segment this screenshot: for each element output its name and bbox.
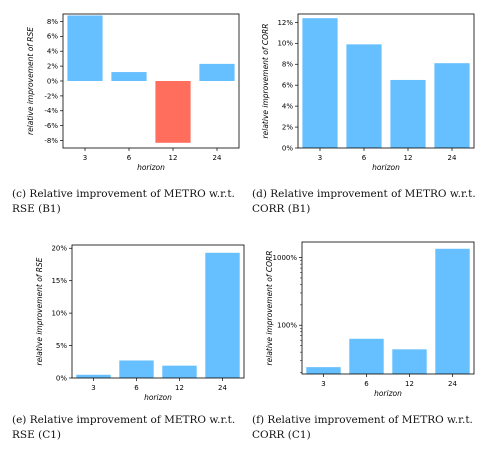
ytick-label-c: 0%	[47, 77, 58, 85]
ytick-label-c: -4%	[44, 107, 58, 115]
caption-e-line2: RSE (C1)	[12, 429, 62, 441]
ytick-label-d: 10%	[277, 40, 293, 48]
plot-frame-d	[297, 13, 475, 149]
caption-c: (c) Relative improvement of METRO w.r.t.…	[12, 187, 235, 217]
xtick-label-c-3: 3	[83, 154, 87, 162]
chart-d: 0% 2% 4% 6% 8% 10% 12% 3 6 12 24 horizon relative im…	[261, 13, 475, 172]
caption-c-line2: RSE (B1)	[12, 203, 61, 215]
bar-f-12	[392, 349, 427, 374]
caption-c-line1: (c) Relative improvement of METRO w.r.t.	[12, 188, 235, 200]
bar-d-3	[302, 18, 338, 148]
ytick-label-f: 100%	[277, 322, 297, 330]
chart-f: 100% 1000% 3 6 12 24 horizon relative improveme…	[265, 241, 475, 398]
caption-e: (e) Relative improvement of METRO w.r.t.…	[12, 413, 235, 443]
ytick-label-d: 4%	[282, 103, 293, 111]
bar-e-12	[162, 365, 197, 378]
caption-f-line2: CORR (C1)	[252, 429, 311, 441]
ytick-label-e: 5%	[56, 342, 67, 350]
chart-e: 0% 5% 10% 15% 20% 3 6 12 24 horizon relative impro…	[35, 244, 245, 402]
xtick-label-d-3: 3	[318, 154, 322, 162]
xtick-label-e-24: 24	[218, 384, 227, 392]
ytick-label-d: 12%	[277, 19, 293, 27]
xtick-label-f-6: 6	[364, 380, 369, 388]
bar-f-24	[435, 248, 470, 374]
bar-c-12	[155, 81, 191, 143]
bar-e-24	[205, 252, 240, 378]
bar-f-6	[349, 338, 384, 374]
bar-f-3	[306, 367, 341, 374]
ytick-label-c: -6%	[44, 122, 58, 130]
xtick-label-e-3: 3	[91, 384, 95, 392]
yaxis-label-e: relative improvement of RSE	[35, 257, 44, 365]
ytick-label-e: 10%	[51, 310, 67, 318]
bar-d-12	[390, 79, 426, 148]
ytick-label-d: 0%	[282, 144, 293, 152]
bar-c-24	[199, 63, 235, 81]
ytick-label-c: 2%	[47, 63, 58, 71]
xaxis-label-f: horizon	[374, 389, 402, 398]
xtick-label-c-6: 6	[127, 154, 132, 162]
xtick-label-f-3: 3	[321, 380, 325, 388]
bar-c-6	[111, 72, 147, 81]
ytick-label-c: 4%	[47, 48, 58, 56]
xtick-label-f-24: 24	[448, 380, 457, 388]
xtick-label-e-12: 12	[175, 384, 184, 392]
bar-e-3	[76, 374, 111, 378]
caption-d-line2: CORR (B1)	[252, 203, 311, 215]
xaxis-label-d: horizon	[372, 163, 400, 172]
yaxis-label-c: relative improvement of RSE	[26, 27, 35, 135]
ytick-label-c: 6%	[47, 33, 58, 41]
xtick-label-c-12: 12	[169, 154, 178, 162]
caption-f: (f) Relative improvement of METRO w.r.t.…	[252, 413, 473, 443]
xaxis-label-e: horizon	[144, 393, 172, 402]
bar-d-6	[346, 44, 382, 148]
yaxis-label-f: relative improvement of CORR	[265, 251, 274, 366]
bar-c-3	[67, 15, 103, 82]
ytick-label-d: 8%	[282, 61, 293, 69]
ytick-label-e: 20%	[51, 245, 67, 253]
xtick-label-e-6: 6	[134, 384, 139, 392]
ytick-label-e: 15%	[51, 277, 67, 285]
xtick-label-d-24: 24	[448, 154, 457, 162]
ytick-label-e: 0%	[56, 374, 67, 382]
ytick-label-c: -2%	[44, 92, 58, 100]
ytick-label-c: 8%	[47, 18, 58, 26]
xtick-label-d-12: 12	[404, 154, 413, 162]
chart-c: -8% -6% -4% -2% 0% 2% 4% 6% 8% 3 6 12 24 horizon relat…	[26, 13, 240, 172]
ytick-label-c: -8%	[44, 137, 58, 145]
xaxis-label-c: horizon	[137, 163, 165, 172]
caption-e-line1: (e) Relative improvement of METRO w.r.t.	[12, 414, 236, 426]
ytick-label-f: 1000%	[273, 254, 298, 262]
ytick-label-d: 6%	[282, 82, 293, 90]
xtick-label-c-24: 24	[213, 154, 222, 162]
ytick-label-d: 2%	[282, 123, 293, 131]
plot-frame-f	[301, 241, 475, 375]
bar-d-24	[434, 63, 470, 148]
xtick-label-d-6: 6	[362, 154, 367, 162]
bar-e-6	[119, 360, 154, 378]
yaxis-label-d: relative improvement of CORR	[261, 24, 270, 139]
caption-f-line1: (f) Relative improvement of METRO w.r.t.	[252, 414, 473, 426]
xtick-label-f-12: 12	[405, 380, 414, 388]
caption-d-line1: (d) Relative improvement of METRO w.r.t.	[252, 188, 476, 200]
caption-d: (d) Relative improvement of METRO w.r.t.…	[252, 187, 476, 217]
plot-frame-e	[71, 244, 245, 379]
